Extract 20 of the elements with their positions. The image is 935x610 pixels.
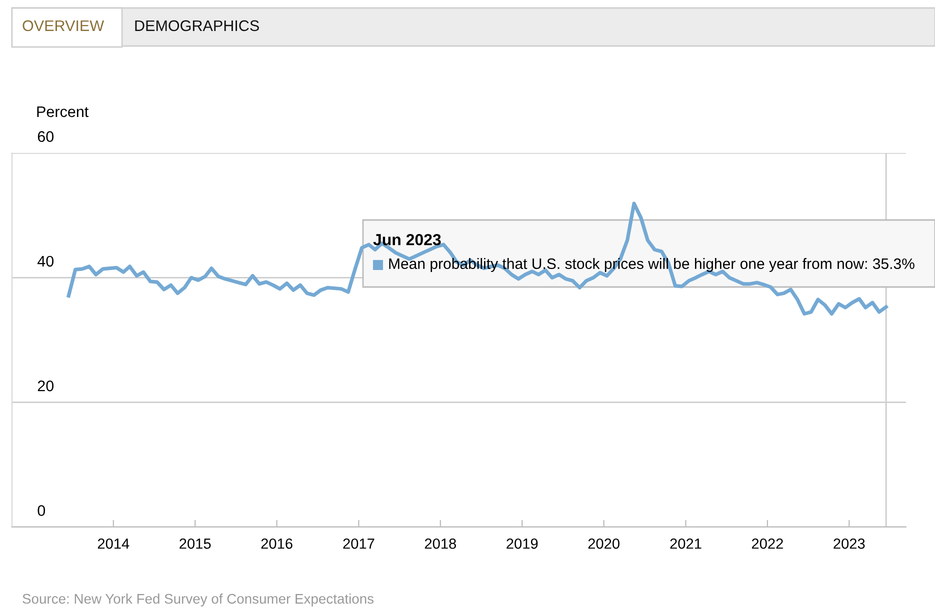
y-axis-title: Percent [37, 106, 89, 118]
text: DEMOGRAPHICS [135, 20, 259, 32]
x-tick-label: 2018 [424, 538, 456, 549]
x-tick-label: 2020 [588, 538, 620, 549]
y-tick-label: 60 [38, 131, 54, 142]
y-tick-label: 40 [37, 256, 54, 267]
x-tick-label: 2014 [98, 538, 130, 549]
x-tick-label: 2023 [834, 538, 865, 549]
text: OVERVIEW [22, 20, 104, 32]
x-tick-label: 2019 [506, 538, 538, 549]
annotation: Jun 2023 [373, 234, 441, 246]
source-note: Source: New York Fed Survey of Consumer Expectations [22, 594, 374, 606]
x-tick-label: 2017 [343, 538, 374, 549]
x-tick-label: 2016 [261, 538, 292, 549]
x-tick-label: 2015 [180, 538, 211, 549]
y-tick-label: 20 [38, 380, 54, 392]
y-tick-label: 0 [38, 505, 46, 516]
x-tick-label: 2021 [670, 538, 702, 549]
annotation: Mean probability that U.S. stock prices will be higher one year from now: 35.3% [389, 258, 914, 272]
x-tick-label: 2022 [752, 538, 783, 549]
